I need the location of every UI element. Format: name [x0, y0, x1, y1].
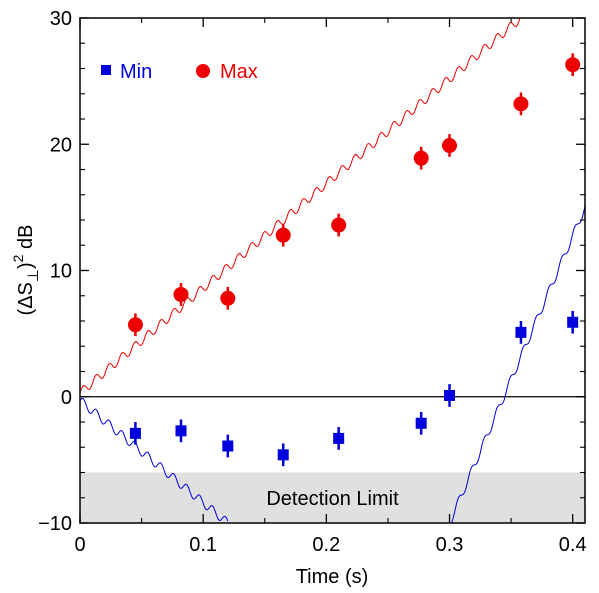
point-max [565, 57, 581, 73]
x-tick-label: 0 [74, 534, 85, 556]
y-tick-label: 10 [50, 261, 72, 283]
legend-min-marker [101, 65, 111, 75]
legend: Min Max [101, 61, 258, 83]
y-tick-label: −10 [38, 513, 72, 535]
point-max [173, 286, 189, 302]
point-max [413, 150, 429, 166]
point-max [442, 138, 458, 154]
legend-min-label: Min [120, 61, 152, 83]
theory-curves [80, 18, 585, 523]
y-tick-label: 0 [61, 387, 72, 409]
legend-max-marker [196, 64, 210, 78]
point-max [513, 96, 529, 112]
x-axis-title: Time (s) [296, 566, 369, 588]
curve-max-theory [80, 18, 521, 394]
y-tick-label: 20 [50, 134, 72, 156]
point-min [222, 440, 234, 452]
detection-limit-region [80, 472, 585, 523]
point-max [275, 227, 291, 243]
x-tick-label: 0.1 [189, 534, 217, 556]
point-min [175, 425, 187, 437]
point-min [444, 389, 456, 401]
data-markers [127, 57, 581, 461]
point-min [515, 326, 527, 338]
y-tick-label: 30 [50, 8, 72, 30]
y-axis-title: (ΔS⊥)2 dB [10, 225, 42, 316]
point-min [333, 432, 345, 444]
point-min [415, 417, 427, 429]
x-tick-label: 0.2 [312, 534, 340, 556]
axis-ticks [79, 17, 585, 524]
point-max [220, 290, 236, 306]
point-min [567, 316, 579, 328]
curve-min-theory-right [450, 205, 585, 523]
point-max [331, 217, 347, 233]
curve-min-theory-left [80, 397, 229, 522]
detection-limit-band [80, 472, 585, 523]
point-min [277, 449, 289, 461]
error-bars [134, 53, 574, 467]
detection-limit-label: Detection Limit [266, 488, 399, 510]
x-tick-label: 0.4 [559, 534, 587, 556]
point-min [129, 427, 141, 439]
legend-max-label: Max [220, 61, 258, 83]
x-tick-label: 0.3 [436, 534, 464, 556]
point-max [127, 317, 143, 333]
plot-frame [79, 17, 586, 524]
